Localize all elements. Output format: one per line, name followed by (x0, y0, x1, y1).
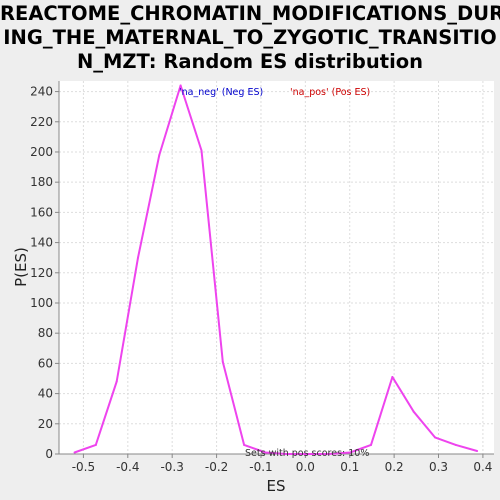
x-tick-label: 0.4 (473, 460, 492, 474)
y-tick-label: 140 (30, 236, 53, 250)
y-tick-label: 220 (30, 115, 53, 129)
legend-entry-pos: 'na_pos' (Pos ES) (290, 87, 370, 98)
y-tick-label: 100 (30, 296, 53, 310)
y-tick-label: 180 (30, 175, 53, 189)
x-tick-label: -0.3 (160, 460, 183, 474)
x-tick-label: 0.3 (429, 460, 448, 474)
data-point (264, 451, 267, 454)
data-point (179, 84, 182, 87)
series-layer (73, 84, 479, 455)
y-tick-label: 240 (30, 85, 53, 99)
x-tick-label: 0.1 (340, 460, 359, 474)
y-tick-label: 40 (38, 387, 53, 401)
y-tick-label: 0 (45, 447, 53, 461)
data-point (243, 443, 246, 446)
chart-title-line-2: ING_THE_MATERNAL_TO_ZYGOTIC_TRANSITIO (3, 26, 497, 49)
data-point (476, 449, 479, 452)
data-point (454, 443, 457, 446)
x-axis-label: ES (267, 477, 286, 495)
data-point (158, 153, 161, 156)
x-tick-label: -0.2 (205, 460, 228, 474)
tick-layer: 0 20 40 60 80 100 120 140 160 180 200 220 240 -0.5 -0.… (30, 85, 492, 474)
data-point (94, 443, 97, 446)
chart-title-line-3: N_MZT: Random ES distribution (76, 50, 424, 73)
chart-title: REACTOME_CHROMATIN_MODIFICATIONS_DUR ING… (0, 2, 500, 74)
data-point (306, 453, 309, 455)
data-point (285, 453, 288, 455)
plot-area (59, 81, 494, 454)
y-tick-label: 160 (30, 205, 53, 219)
y-tick-label: 120 (30, 266, 53, 280)
x-tick-label: -0.5 (72, 460, 95, 474)
data-point (370, 443, 373, 446)
data-point (73, 451, 76, 454)
data-point (433, 436, 436, 439)
annotation-text: Sets with pos scores: 10% (245, 448, 369, 459)
x-tick-label: -0.4 (116, 460, 139, 474)
legend-entry-neg: 'na_neg' (Neg ES) (179, 87, 263, 98)
data-point (137, 256, 140, 259)
data-point (391, 375, 394, 378)
data-point (412, 410, 415, 413)
y-tick-label: 80 (38, 326, 53, 340)
y-tick-label: 60 (38, 356, 53, 370)
y-tick-label: 20 (38, 417, 53, 431)
y-axis-label: P(ES) (12, 247, 30, 287)
data-point (200, 149, 203, 152)
data-point (327, 453, 330, 455)
y-tick-label: 200 (30, 145, 53, 159)
data-point (349, 451, 352, 454)
chart-title-line-1: REACTOME_CHROMATIN_MODIFICATIONS_DUR (0, 2, 500, 25)
x-tick-label: -0.1 (249, 460, 272, 474)
data-point (221, 360, 224, 363)
series-line (74, 84, 478, 455)
data-point (115, 380, 118, 383)
x-tick-label: 0.0 (296, 460, 315, 474)
x-tick-label: 0.2 (385, 460, 404, 474)
